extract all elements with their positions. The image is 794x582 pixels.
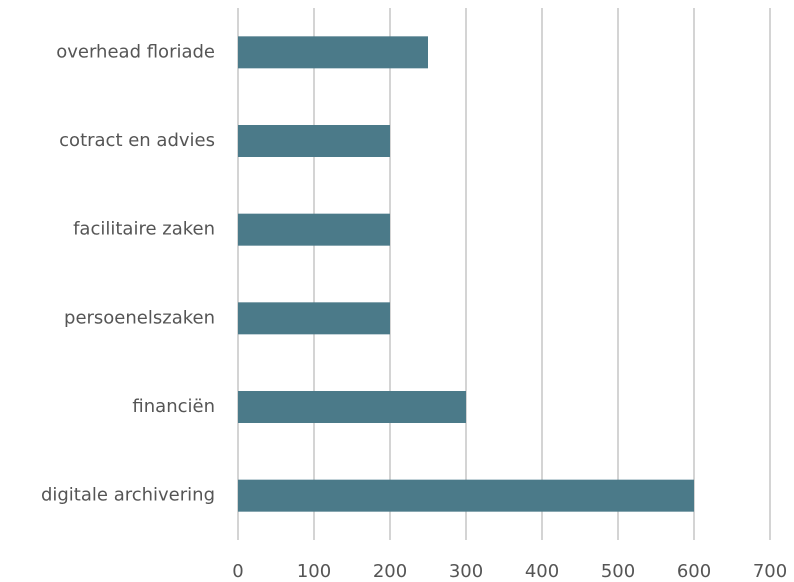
bar — [238, 302, 390, 335]
bar — [238, 36, 428, 69]
y-tick-label: financiën — [132, 396, 215, 417]
x-tick-label: 700 — [753, 561, 787, 582]
y-tick-label: overhead floriade — [56, 41, 215, 62]
y-tick-label: cotract en advies — [59, 130, 215, 151]
bar — [238, 479, 694, 512]
x-tick-label: 400 — [525, 561, 559, 582]
y-tick-label: facilitaire zaken — [73, 219, 215, 240]
x-tick-label: 600 — [677, 561, 711, 582]
x-tick-label: 100 — [297, 561, 331, 582]
y-tick-label: digitale archivering — [41, 485, 215, 506]
bar — [238, 213, 390, 246]
y-tick-label: persoenelszaken — [64, 307, 215, 328]
x-tick-label: 300 — [449, 561, 483, 582]
x-tick-label: 0 — [232, 561, 243, 582]
bar — [238, 125, 390, 157]
x-tick-label: 200 — [373, 561, 407, 582]
x-tick-label: 500 — [601, 561, 635, 582]
bar — [238, 391, 466, 423]
